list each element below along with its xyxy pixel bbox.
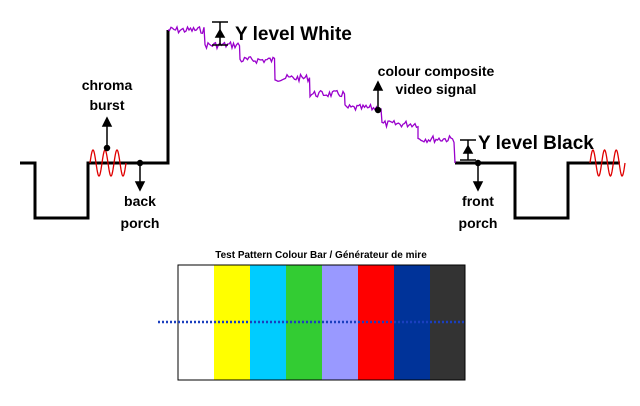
video-signal bbox=[167, 25, 456, 164]
sync-waveform-right bbox=[455, 161, 620, 220]
arrowhead bbox=[214, 28, 226, 38]
arrowhead bbox=[472, 181, 484, 192]
signal-line bbox=[167, 25, 456, 164]
label: video signal bbox=[396, 81, 477, 97]
burst bbox=[89, 149, 127, 177]
label: back bbox=[124, 193, 156, 209]
annotations bbox=[101, 21, 484, 192]
burst bbox=[589, 149, 626, 177]
sync-waveform-left bbox=[20, 30, 170, 220]
arrowhead bbox=[101, 116, 113, 127]
arrowhead bbox=[372, 80, 384, 91]
label: burst bbox=[90, 97, 125, 113]
label: Y level Black bbox=[478, 133, 594, 154]
arrowhead bbox=[462, 144, 474, 154]
label: front bbox=[462, 193, 494, 209]
color-bar-title: Test Pattern Colour Bar / Générateur de … bbox=[215, 250, 427, 261]
label: colour composite bbox=[378, 63, 495, 79]
label: Y level White bbox=[235, 24, 352, 45]
chroma-bursts bbox=[89, 149, 626, 177]
label: porch bbox=[121, 215, 160, 231]
label: porch bbox=[459, 215, 498, 231]
label: chroma bbox=[82, 77, 133, 93]
color-bars bbox=[158, 264, 466, 381]
arrowhead bbox=[134, 181, 146, 192]
